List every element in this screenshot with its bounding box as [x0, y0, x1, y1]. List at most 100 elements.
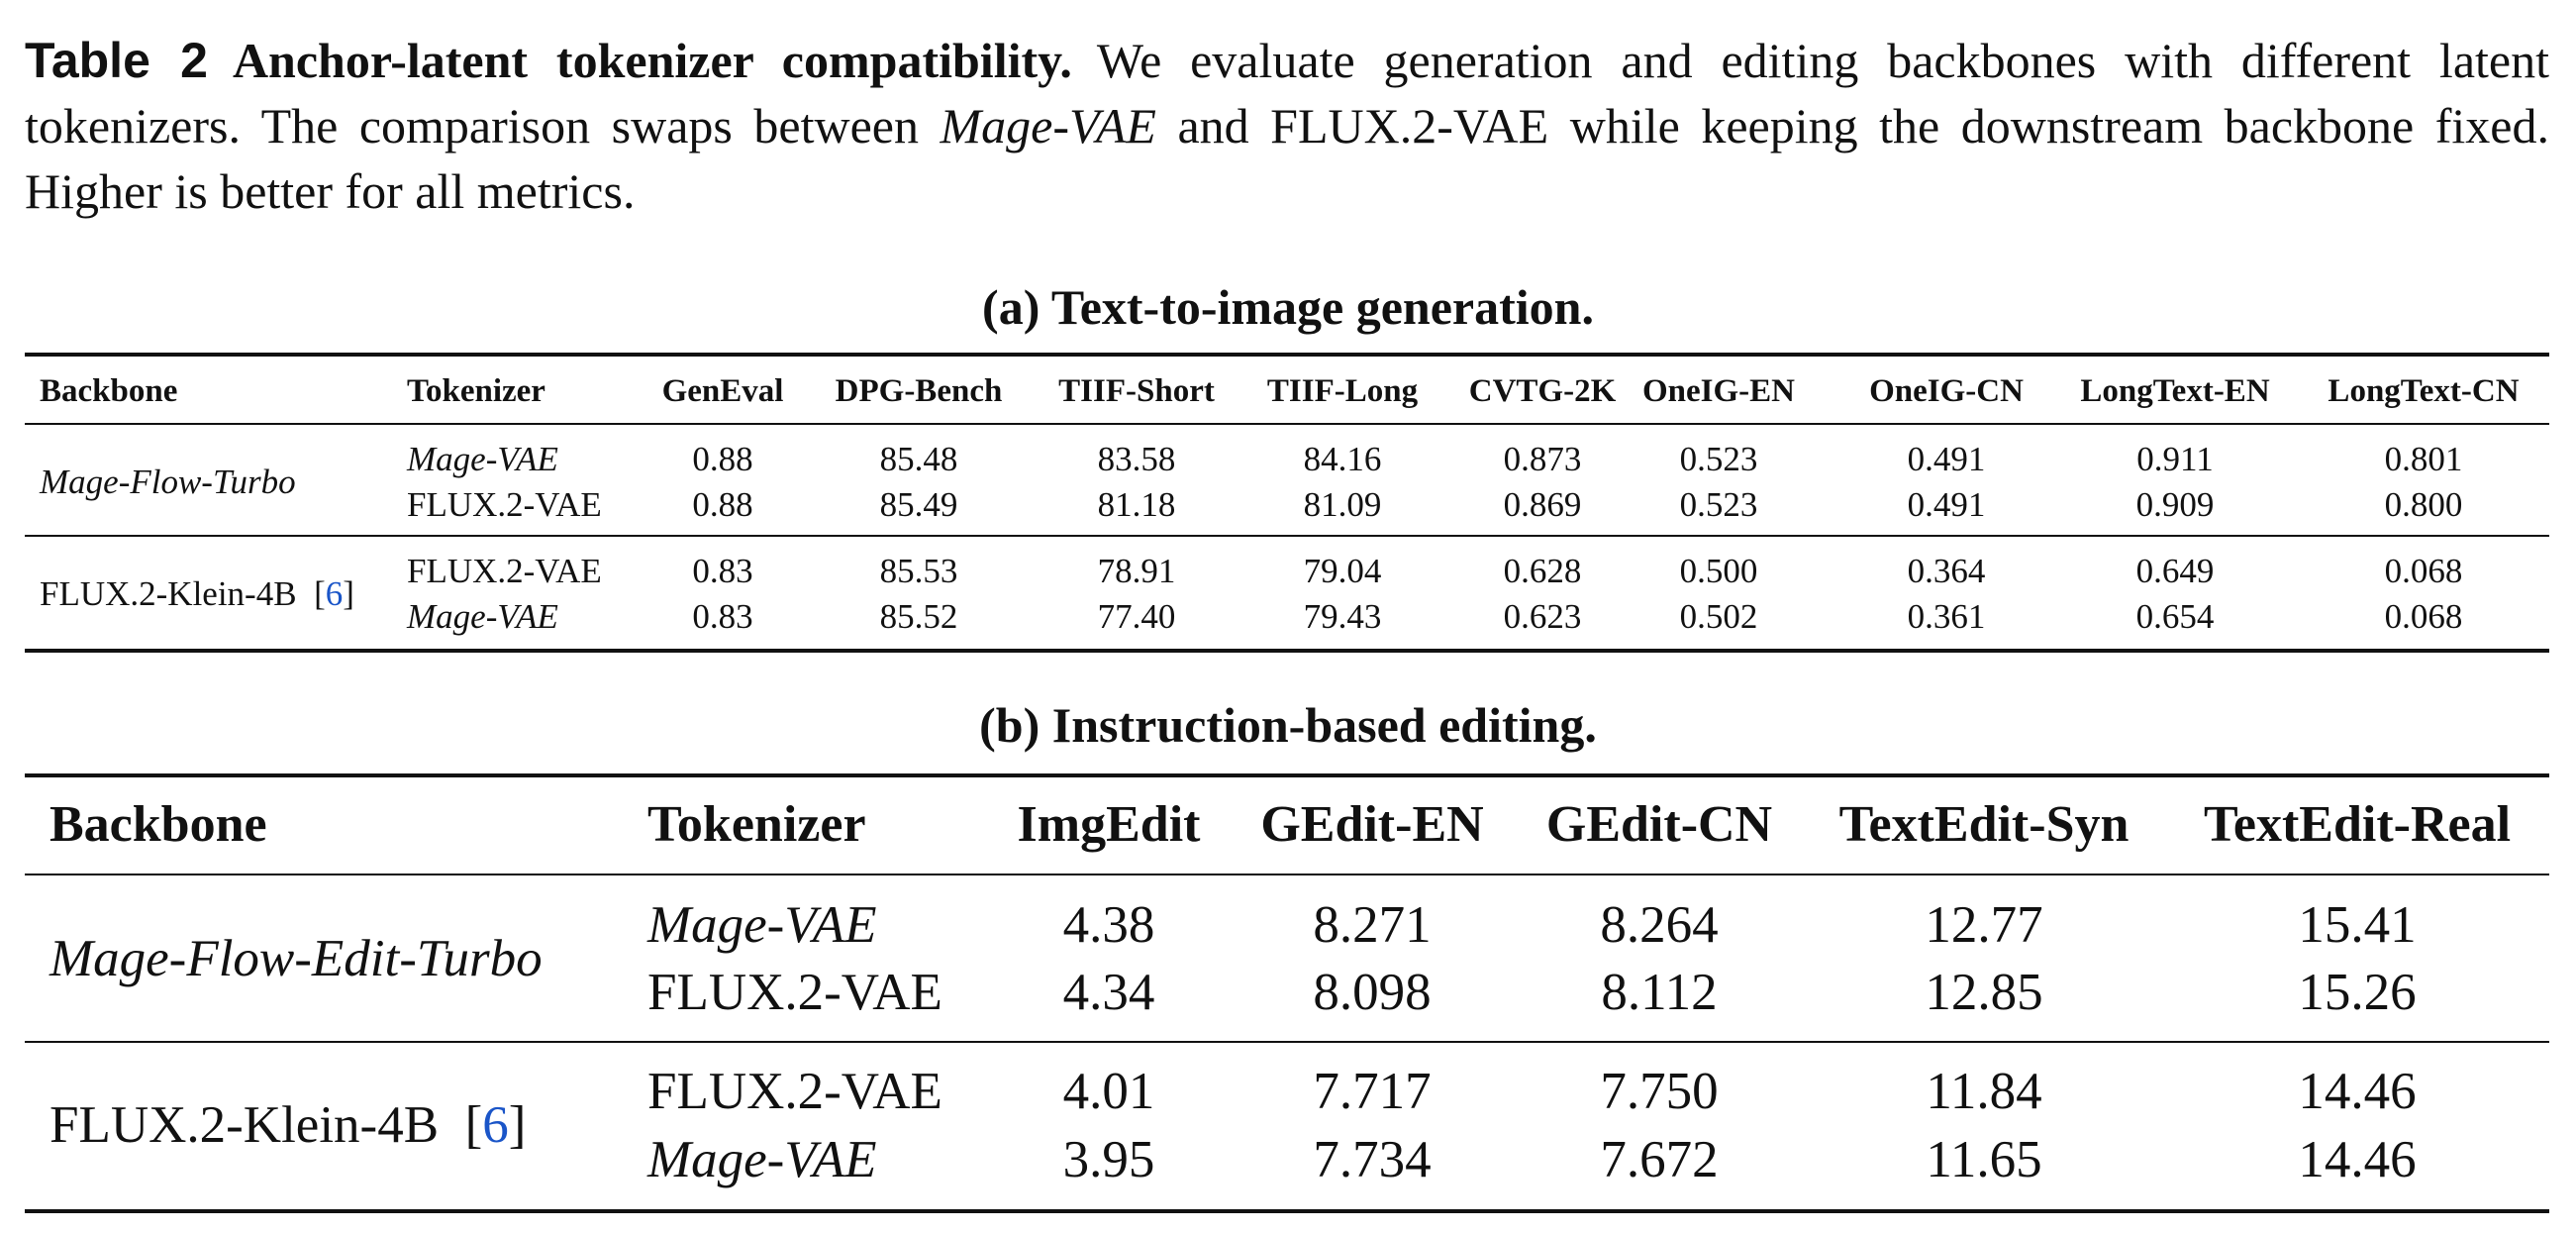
tokenizer: FLUX.2-VAE	[407, 484, 602, 524]
cell-value: 0.873	[1503, 439, 1582, 478]
cell-value: 0.502	[1679, 596, 1758, 636]
backbone: Mage-Flow-Turbo	[40, 462, 296, 501]
column-header: TIIF-Short	[1058, 372, 1215, 409]
cell-value: 0.801	[2384, 439, 2463, 478]
column-header: LongText-CN	[2328, 372, 2520, 409]
cell-value: 0.361	[1907, 596, 1986, 636]
column-header: DPG-Bench	[835, 372, 1003, 409]
cell-value: 85.53	[879, 551, 958, 590]
rule	[25, 423, 2549, 425]
cell-value: 77.40	[1097, 596, 1176, 636]
tokenizer: FLUX.2-VAE	[647, 1062, 942, 1120]
cell-value: 12.85	[1925, 963, 2043, 1021]
cell-value: 0.491	[1907, 439, 1986, 478]
rule	[25, 1209, 2549, 1213]
rule	[25, 535, 2549, 537]
rule	[25, 353, 2549, 357]
cell-value: 0.911	[2136, 439, 2214, 478]
cell-value: 0.88	[692, 439, 753, 478]
caption-label: Table 2	[25, 33, 208, 88]
rule	[25, 1041, 2549, 1043]
cell-value: 14.46	[2298, 1130, 2417, 1188]
column-header: OneIG-EN	[1641, 372, 1796, 409]
cell-value: 7.672	[1600, 1130, 1719, 1188]
cell-value: 79.04	[1303, 551, 1382, 590]
backbone: Mage-Flow-Edit-Turbo	[50, 929, 543, 987]
cell-value: 12.77	[1925, 895, 2043, 954]
cell-value: 81.18	[1097, 484, 1176, 524]
backbone: FLUX.2-Klein-4B [6]	[50, 1096, 527, 1154]
cell-value: 8.098	[1313, 963, 1432, 1021]
cell-value: 0.654	[2135, 596, 2215, 636]
cell-value: 7.750	[1600, 1062, 1719, 1120]
cell-value: 0.491	[1907, 484, 1986, 524]
cell-value: 83.58	[1097, 439, 1176, 478]
column-header: ImgEdit	[1017, 796, 1201, 853]
cell-value: 0.649	[2135, 551, 2215, 590]
tokenizer: Mage-VAE	[407, 596, 558, 636]
tokenizer: FLUX.2-VAE	[407, 551, 602, 590]
cell-value: 0.523	[1679, 439, 1758, 478]
cell-value: 85.49	[879, 484, 958, 524]
cell-value: 0.068	[2384, 596, 2463, 636]
column-header: GenEval	[661, 372, 784, 409]
caption-text: and FLUX.2-VAE while keeping the downstr…	[25, 98, 2549, 219]
cell-value: 85.52	[879, 596, 958, 636]
cell-value: 0.909	[2135, 484, 2215, 524]
cell-value: 11.84	[1926, 1062, 2042, 1120]
column-header: TextEdit-Syn	[1838, 796, 2130, 853]
cell-value: 0.623	[1503, 596, 1582, 636]
cell-value: 0.869	[1503, 484, 1582, 524]
cell-value: 7.734	[1313, 1130, 1432, 1188]
cell-value: 4.38	[1062, 895, 1155, 954]
column-header: GEdit-EN	[1260, 796, 1484, 853]
rule	[25, 874, 2549, 875]
cell-value: 78.91	[1097, 551, 1176, 590]
backbone: FLUX.2-Klein-4B [6]	[40, 573, 354, 613]
cell-value: 7.717	[1313, 1062, 1432, 1120]
rule	[25, 773, 2549, 777]
cell-value: 3.95	[1062, 1130, 1155, 1188]
caption-title: Anchor-latent tokenizer compatibility.	[232, 33, 1072, 88]
cell-value: 8.112	[1601, 963, 1718, 1021]
column-header: OneIG-CN	[1869, 372, 2024, 409]
column-header: TIIF-Long	[1266, 372, 1419, 409]
citation: 6	[482, 1096, 509, 1154]
cell-value: 0.83	[692, 596, 753, 636]
column-header: CVTG-2K	[1468, 372, 1617, 409]
column-header: Tokenizer	[407, 372, 545, 409]
column-header: GEdit-CN	[1545, 796, 1773, 853]
table-title: (a) Text-to-image generation.	[982, 279, 1594, 335]
cell-value: 15.26	[2298, 963, 2417, 1021]
cell-value: 0.068	[2384, 551, 2463, 590]
rule	[25, 649, 2549, 653]
cell-value: 84.16	[1303, 439, 1382, 478]
column-header: Tokenizer	[647, 796, 866, 853]
cell-value: 14.46	[2298, 1062, 2417, 1120]
cell-value: 11.65	[1926, 1130, 2042, 1188]
citation: 6	[325, 573, 344, 613]
caption-text: Mage-VAE	[940, 98, 1156, 154]
cell-value: 0.523	[1679, 484, 1758, 524]
column-header: TextEdit-Real	[2203, 796, 2512, 853]
cell-value: 0.83	[692, 551, 753, 590]
cell-value: 0.88	[692, 484, 753, 524]
cell-value: 0.628	[1503, 551, 1582, 590]
column-header: Backbone	[40, 372, 178, 409]
cell-value: 8.271	[1313, 895, 1432, 954]
tokenizer: Mage-VAE	[407, 439, 558, 478]
cell-value: 15.41	[2298, 895, 2417, 954]
cell-value: 0.800	[2384, 484, 2463, 524]
cell-value: 0.364	[1907, 551, 1986, 590]
cell-value: 85.48	[879, 439, 958, 478]
cell-value: 4.01	[1062, 1062, 1155, 1120]
cell-value: 81.09	[1303, 484, 1382, 524]
tokenizer: Mage-VAE	[647, 895, 877, 954]
tokenizer: Mage-VAE	[647, 1130, 877, 1188]
caption: Table 2 Anchor-latent tokenizer compatib…	[25, 28, 2549, 224]
caption-text: We evaluate generation and editing backb…	[25, 33, 2549, 154]
cell-value: 79.43	[1303, 596, 1382, 636]
cell-value: 8.264	[1600, 895, 1719, 954]
cell-value: 0.500	[1679, 551, 1758, 590]
